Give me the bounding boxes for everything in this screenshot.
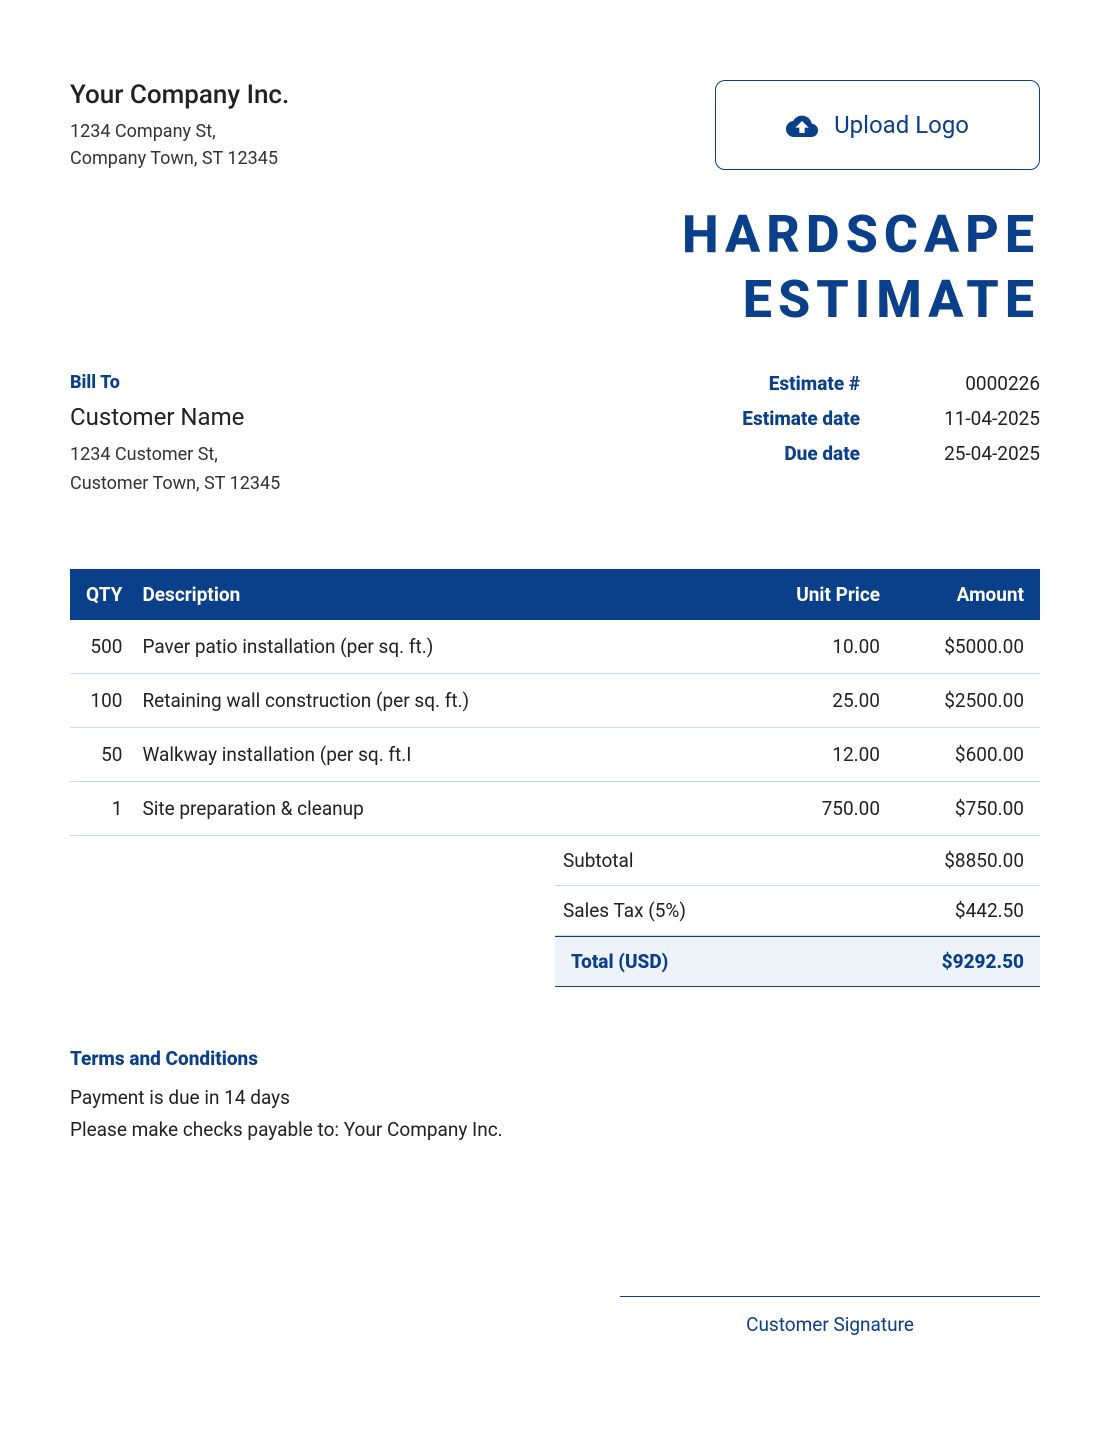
cell-description: Walkway installation (per sq. ft.I	[132, 727, 730, 781]
terms-label: Terms and Conditions	[70, 1047, 1040, 1070]
col-description-header: Description	[132, 569, 730, 620]
cell-qty: 50	[70, 727, 132, 781]
info-row: Bill To Customer Name 1234 Customer St, …	[70, 372, 1040, 499]
cell-description: Paver patio installation (per sq. ft.)	[132, 620, 730, 674]
tax-label: Sales Tax (5%)	[555, 899, 686, 922]
cell-qty: 100	[70, 673, 132, 727]
estimate-date-value: 11-04-2025	[910, 407, 1040, 430]
customer-address: 1234 Customer St, Customer Town, ST 1234…	[70, 441, 720, 499]
due-date-value: 25-04-2025	[910, 442, 1040, 465]
signature-line: Customer Signature	[620, 1296, 1040, 1336]
cell-qty: 500	[70, 620, 132, 674]
col-unit-price-header: Unit Price	[730, 569, 890, 620]
tax-row: Sales Tax (5%) $442.50	[555, 886, 1040, 936]
col-qty-header: QTY	[70, 569, 132, 620]
customer-address-line2: Customer Town, ST 12345	[70, 470, 720, 499]
table-row: 50 Walkway installation (per sq. ft.I 12…	[70, 727, 1040, 781]
upload-logo-button[interactable]: Upload Logo	[715, 80, 1040, 170]
cell-unit-price: 25.00	[730, 673, 890, 727]
subtotal-label: Subtotal	[555, 849, 633, 872]
company-address-line2: Company Town, ST 12345	[70, 145, 715, 172]
terms-line1: Payment is due in 14 days	[70, 1082, 1040, 1114]
cell-description: Site preparation & cleanup	[132, 781, 730, 835]
title-line1: HARDSCAPE	[70, 202, 1040, 267]
estimate-number-label: Estimate #	[720, 372, 860, 395]
table-body: 500 Paver patio installation (per sq. ft…	[70, 620, 1040, 836]
subtotal-row: Subtotal $8850.00	[555, 836, 1040, 886]
cell-unit-price: 12.00	[730, 727, 890, 781]
due-date-row: Due date 25-04-2025	[720, 442, 1040, 465]
bill-to-label: Bill To	[70, 372, 720, 393]
signature-label: Customer Signature	[746, 1313, 914, 1336]
estimate-meta: Estimate # 0000226 Estimate date 11-04-2…	[720, 372, 1040, 499]
cell-qty: 1	[70, 781, 132, 835]
cell-amount: $750.00	[890, 781, 1040, 835]
total-row: Total (USD) $9292.50	[555, 936, 1040, 987]
table-row: 100 Retaining wall construction (per sq.…	[70, 673, 1040, 727]
table-header-row: QTY Description Unit Price Amount	[70, 569, 1040, 620]
table-row: 500 Paver patio installation (per sq. ft…	[70, 620, 1040, 674]
terms-line2: Please make checks payable to: Your Comp…	[70, 1114, 1040, 1146]
terms: Terms and Conditions Payment is due in 1…	[70, 1047, 1040, 1147]
total-label: Total (USD)	[563, 950, 668, 973]
cell-unit-price: 10.00	[730, 620, 890, 674]
company-name: Your Company Inc.	[70, 80, 715, 110]
cell-amount: $600.00	[890, 727, 1040, 781]
due-date-label: Due date	[720, 442, 860, 465]
upload-logo-label: Upload Logo	[834, 111, 969, 139]
col-amount-header: Amount	[890, 569, 1040, 620]
items-table: QTY Description Unit Price Amount 500 Pa…	[70, 569, 1040, 836]
total-value: $9292.50	[942, 950, 1024, 973]
estimate-number-value: 0000226	[910, 372, 1040, 395]
title-line2: ESTIMATE	[70, 267, 1040, 332]
table-row: 1 Site preparation & cleanup 750.00 $750…	[70, 781, 1040, 835]
customer-name: Customer Name	[70, 403, 720, 431]
cell-description: Retaining wall construction (per sq. ft.…	[132, 673, 730, 727]
estimate-date-row: Estimate date 11-04-2025	[720, 407, 1040, 430]
document-title: HARDSCAPE ESTIMATE	[70, 202, 1040, 332]
cell-unit-price: 750.00	[730, 781, 890, 835]
totals: Subtotal $8850.00 Sales Tax (5%) $442.50…	[555, 836, 1040, 987]
terms-text: Payment is due in 14 days Please make ch…	[70, 1082, 1040, 1147]
header: Your Company Inc. 1234 Company St, Compa…	[70, 80, 1040, 172]
bill-to: Bill To Customer Name 1234 Customer St, …	[70, 372, 720, 499]
cell-amount: $2500.00	[890, 673, 1040, 727]
estimate-date-label: Estimate date	[720, 407, 860, 430]
estimate-number-row: Estimate # 0000226	[720, 372, 1040, 395]
customer-address-line1: 1234 Customer St,	[70, 441, 720, 470]
company-address: 1234 Company St, Company Town, ST 12345	[70, 118, 715, 172]
cloud-upload-icon	[786, 113, 818, 137]
subtotal-value: $8850.00	[944, 849, 1024, 872]
cell-amount: $5000.00	[890, 620, 1040, 674]
company-address-line1: 1234 Company St,	[70, 118, 715, 145]
tax-value: $442.50	[955, 899, 1024, 922]
company-info: Your Company Inc. 1234 Company St, Compa…	[70, 80, 715, 172]
